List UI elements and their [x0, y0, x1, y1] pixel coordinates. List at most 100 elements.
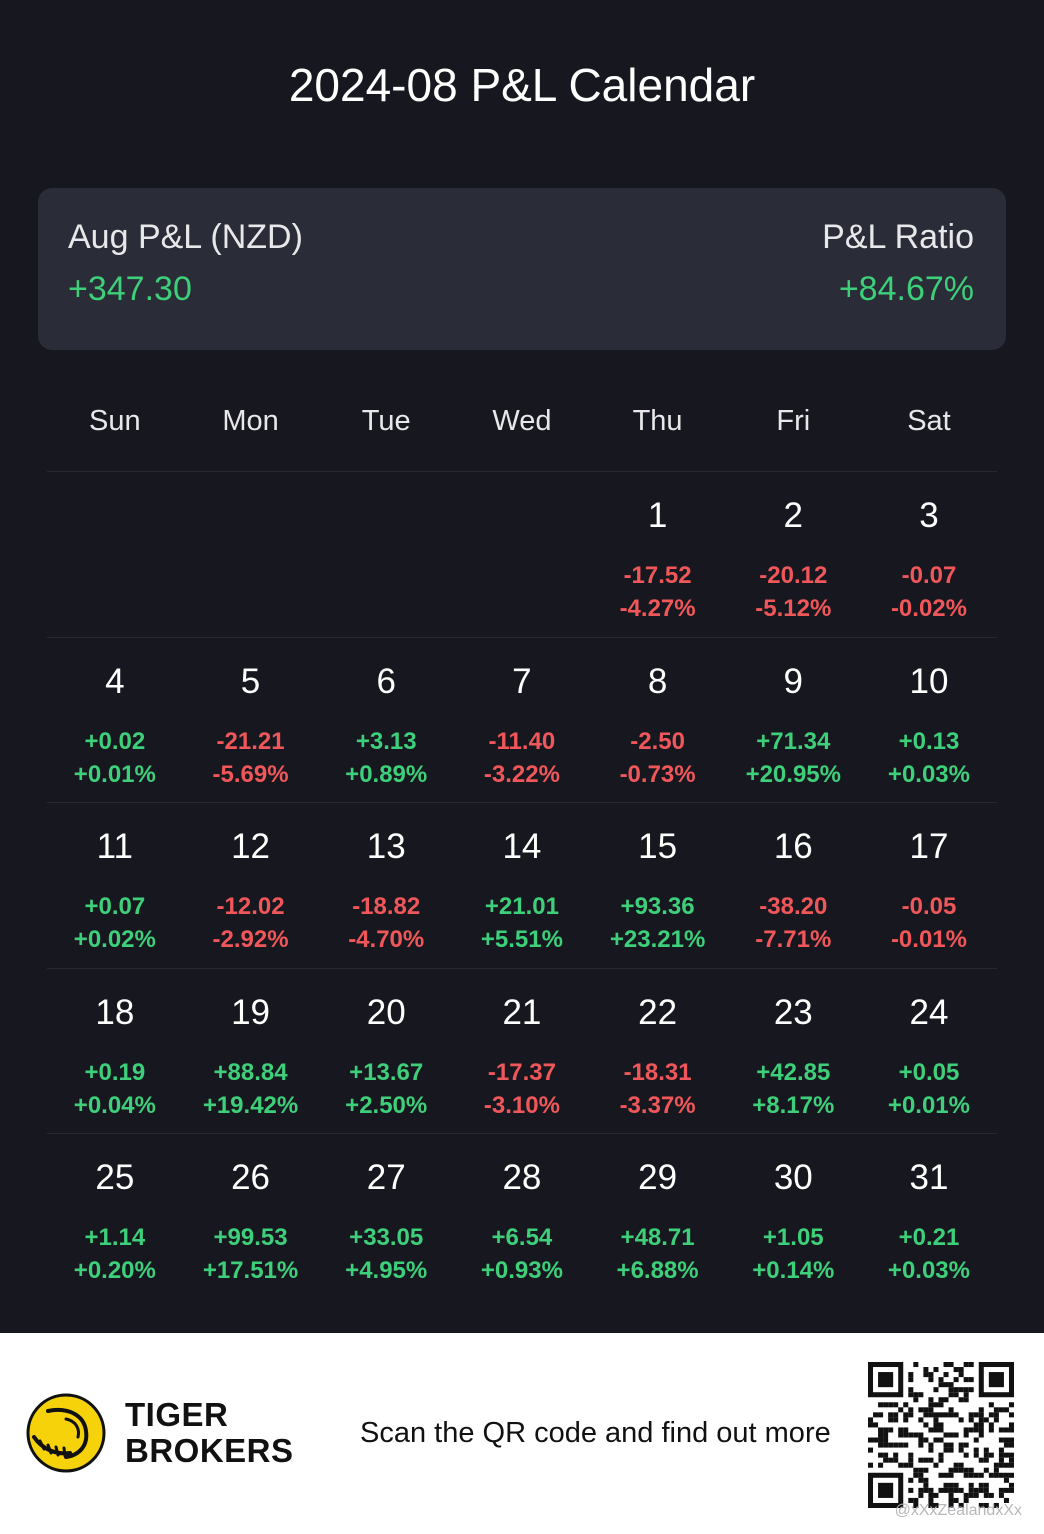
day-pnl-percent: -7.71% — [755, 926, 832, 954]
calendar-day-cell[interactable]: 23 +42.85 +8.17% — [725, 969, 861, 1134]
day-pnl-value: -0.05 — [901, 893, 957, 921]
brand-name: TIGER BROKERS — [125, 1397, 294, 1469]
day-number: 3 — [919, 496, 939, 535]
day-pnl-value: +0.13 — [898, 727, 960, 755]
month-pnl-value: +347.30 — [68, 270, 192, 308]
calendar-day-cell[interactable]: 14 +21.01 +5.51% — [454, 803, 590, 968]
calendar-day-cell[interactable]: 16 -38.20 -7.71% — [725, 803, 861, 968]
qr-code-icon[interactable] — [868, 1362, 1014, 1508]
calendar-day-cell[interactable]: 6 +3.13 +0.89% — [318, 638, 454, 803]
day-pnl-value: -11.40 — [488, 727, 556, 755]
day-number: 30 — [773, 1158, 813, 1198]
day-number: 27 — [366, 1158, 406, 1198]
day-pnl-percent: +2.50% — [345, 1091, 428, 1119]
day-pnl-percent: -5.69% — [212, 760, 289, 788]
scan-prompt: Scan the QR code and find out more — [360, 1417, 831, 1449]
day-pnl-value: +0.02 — [84, 727, 146, 755]
day-pnl-value: -20.12 — [759, 562, 828, 589]
day-pnl-percent: +0.89% — [345, 760, 428, 788]
calendar-day-cell[interactable]: 5 -21.21 -5.69% — [183, 638, 319, 803]
calendar-day-cell[interactable]: 29 +48.71 +6.88% — [590, 1134, 726, 1300]
day-pnl-percent: +0.04% — [73, 1091, 156, 1119]
calendar-day-cell[interactable]: 27 +33.05 +4.95% — [318, 1134, 454, 1300]
calendar-day-cell[interactable]: 11 +0.07 +0.02% — [47, 803, 183, 968]
day-pnl-value: +21.01 — [484, 893, 559, 921]
watermark: @xXxZealandxXx — [894, 1502, 1022, 1519]
day-number: 22 — [638, 992, 678, 1032]
day-pnl-value: +42.85 — [756, 1058, 831, 1086]
day-pnl-value: +3.13 — [355, 727, 417, 755]
calendar-day-cell[interactable]: 12 -12.02 -2.92% — [183, 803, 319, 968]
calendar-day-cell[interactable]: 26 +99.53 +17.51% — [183, 1134, 319, 1300]
day-pnl-percent: +4.95% — [345, 1257, 428, 1285]
day-pnl-percent: +0.20% — [73, 1257, 156, 1285]
day-pnl-percent: -2.92% — [212, 926, 289, 954]
day-number: 16 — [773, 827, 813, 867]
day-pnl-value: +0.07 — [84, 893, 146, 921]
calendar-day-cell[interactable]: 9 +71.34 +20.95% — [725, 638, 861, 803]
day-pnl-percent: +0.03% — [887, 760, 970, 788]
day-pnl-percent: -5.12% — [755, 595, 832, 622]
day-pnl-value: +0.21 — [898, 1224, 960, 1252]
day-pnl-percent: -0.01% — [890, 926, 967, 954]
calendar-day-cell[interactable]: 4 +0.02 +0.01% — [47, 638, 183, 803]
day-number: 4 — [105, 661, 125, 701]
day-number: 12 — [231, 827, 270, 867]
calendar-day-cell[interactable]: 8 -2.50 -0.73% — [590, 638, 726, 803]
calendar-empty-cell — [454, 472, 590, 637]
day-number: 9 — [783, 661, 804, 701]
calendar-day-cell[interactable]: 25 +1.14 +0.20% — [47, 1134, 183, 1300]
calendar-day-cell[interactable]: 15 +93.36 +23.21% — [590, 803, 726, 968]
day-pnl-percent: +6.88% — [616, 1257, 699, 1285]
weekday-header: Sun Mon Tue Wed Thu Fri Sat — [47, 405, 997, 472]
calendar-day-cell[interactable]: 13 -18.82 -4.70% — [318, 803, 454, 968]
day-pnl-value: -18.31 — [623, 1058, 692, 1086]
day-number: 15 — [638, 827, 678, 867]
day-number: 11 — [96, 827, 134, 867]
day-pnl-value: +13.67 — [349, 1058, 424, 1086]
calendar-day-cell[interactable]: 3 -0.07 -0.02% — [861, 472, 997, 637]
month-summary-card: Aug P&L (NZD) +347.30 P&L Ratio +84.67% — [38, 188, 1006, 350]
day-number: 19 — [231, 992, 270, 1032]
calendar-day-cell[interactable]: 20 +13.67 +2.50% — [318, 969, 454, 1134]
day-pnl-percent: +8.17% — [752, 1091, 835, 1119]
day-pnl-percent: -4.70% — [348, 926, 425, 954]
calendar-empty-cell — [47, 472, 183, 637]
day-number: 26 — [231, 1158, 270, 1198]
day-pnl-percent: +0.93% — [480, 1257, 563, 1285]
calendar-week-row: 25 +1.14 +0.20% 26 +99.53 +17.51% 27 +33.05 +4.9… — [47, 1134, 997, 1300]
calendar-day-cell[interactable]: 17 -0.05 -0.01% — [861, 803, 997, 968]
day-pnl-value: +1.14 — [84, 1224, 146, 1252]
calendar-day-cell[interactable]: 28 +6.54 +0.93% — [454, 1134, 590, 1300]
calendar-empty-cell — [183, 472, 319, 637]
calendar-day-cell[interactable]: 10 +0.13 +0.03% — [861, 638, 997, 803]
day-pnl-percent: +0.02% — [73, 926, 156, 954]
weekday-thu: Thu — [632, 405, 683, 437]
calendar-day-cell[interactable]: 24 +0.05 +0.01% — [861, 969, 997, 1134]
calendar-day-cell[interactable]: 21 -17.37 -3.10% — [454, 969, 590, 1134]
calendar-day-cell[interactable]: 2 -20.12 -5.12% — [725, 472, 861, 637]
day-number: 24 — [909, 992, 949, 1032]
brand-line-1: TIGER — [125, 1396, 229, 1433]
calendar-day-cell[interactable]: 31 +0.21 +0.03% — [861, 1134, 997, 1300]
calendar-day-cell[interactable]: 18 +0.19 +0.04% — [47, 969, 183, 1134]
day-pnl-percent: +17.51% — [202, 1257, 299, 1285]
day-pnl-value: -2.50 — [630, 727, 685, 755]
day-pnl-percent: +5.51% — [480, 926, 563, 954]
day-pnl-percent: -3.37% — [619, 1091, 696, 1119]
day-pnl-percent: -4.27% — [619, 595, 696, 622]
calendar-day-cell[interactable]: 30 +1.05 +0.14% — [725, 1134, 861, 1300]
calendar-day-cell[interactable]: 22 -18.31 -3.37% — [590, 969, 726, 1134]
calendar-day-cell[interactable]: 1 -17.52 -4.27% — [590, 472, 726, 637]
day-number: 17 — [909, 827, 949, 867]
day-number: 7 — [512, 661, 532, 701]
calendar-day-cell[interactable]: 7 -11.40 -3.22% — [454, 638, 590, 803]
pnl-ratio-label: P&L Ratio — [822, 218, 974, 256]
day-pnl-value: +99.53 — [213, 1224, 288, 1252]
day-pnl-percent: -0.02% — [890, 595, 967, 622]
day-number: 25 — [95, 1158, 135, 1198]
weekday-wed: Wed — [492, 405, 552, 437]
calendar-day-cell[interactable]: 19 +88.84 +19.42% — [183, 969, 319, 1134]
weekday-sat: Sat — [907, 405, 951, 437]
day-pnl-percent: +20.95% — [745, 760, 841, 788]
